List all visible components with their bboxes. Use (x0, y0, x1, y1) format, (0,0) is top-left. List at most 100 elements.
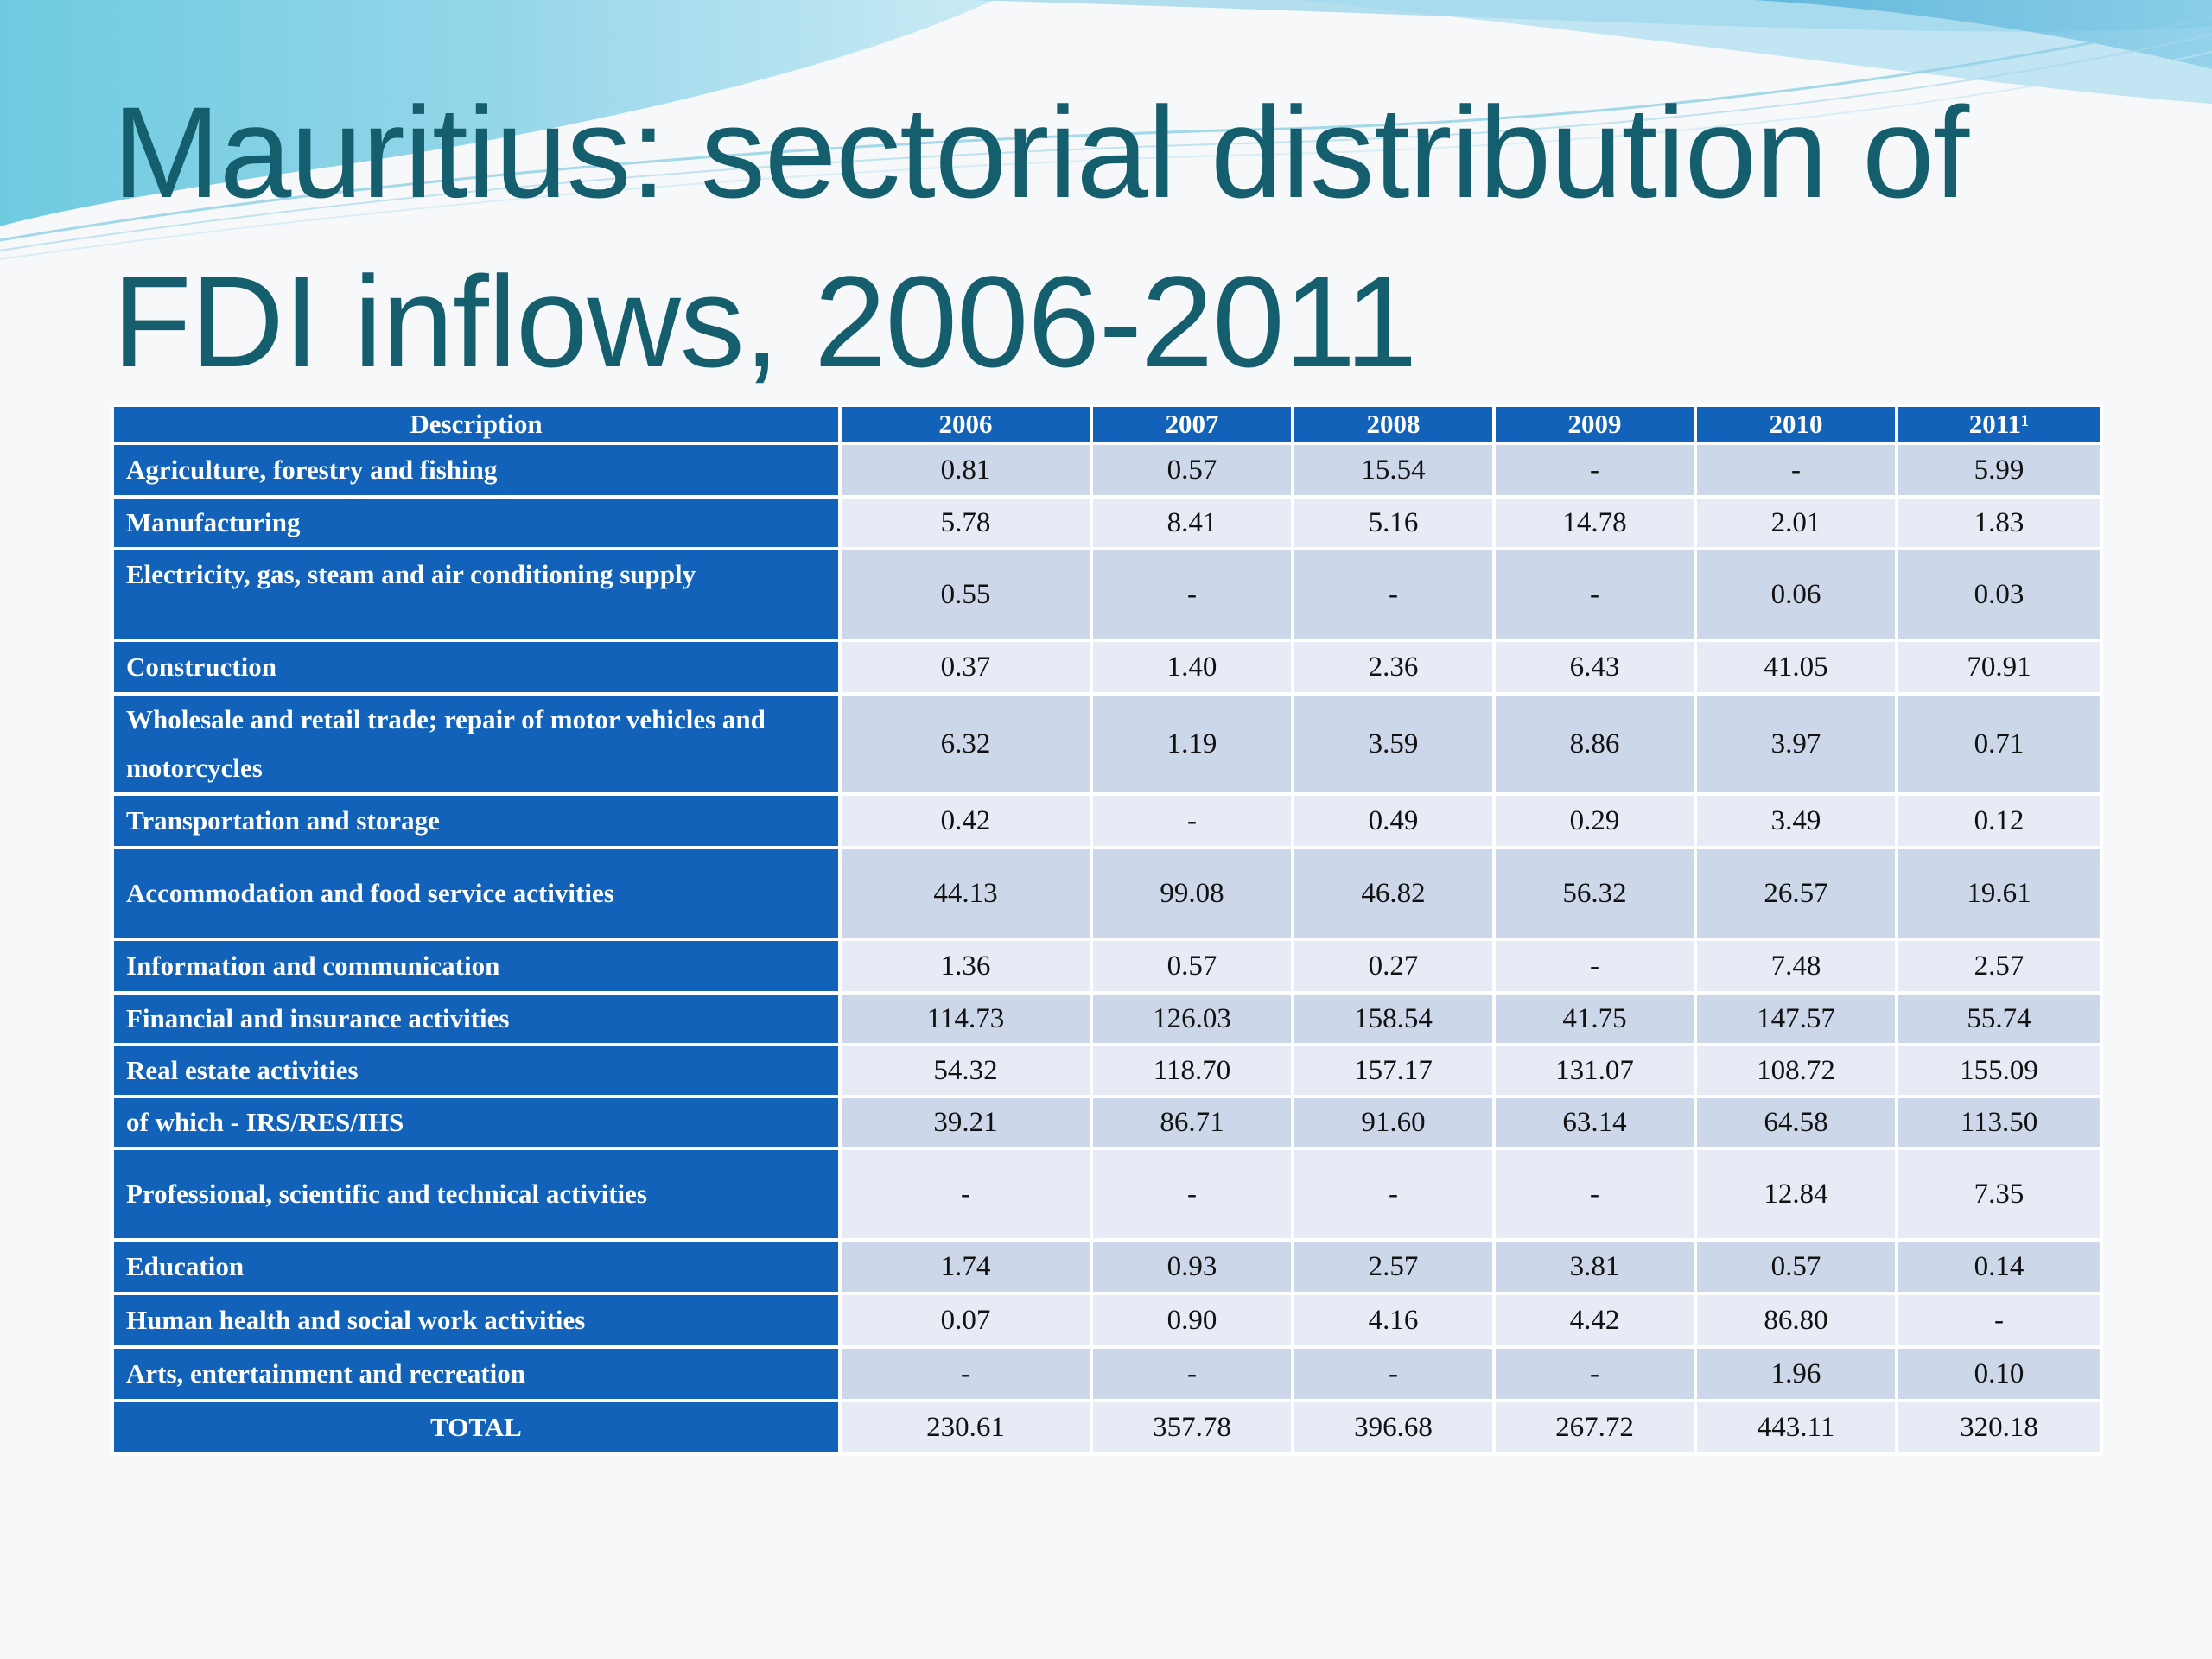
cell-value: 0.55 (838, 547, 1093, 642)
total-value: 396.68 (1291, 1399, 1496, 1456)
cell-value: 0.03 (1895, 547, 2103, 642)
cell-value: 39.21 (838, 1095, 1093, 1150)
header-row: Description 2006 2007 2008 2009 2010 201… (111, 404, 2103, 445)
cell-value: 158.54 (1291, 991, 1496, 1046)
cell-value: 3.81 (1492, 1238, 1697, 1295)
header-year-2009: 2009 (1492, 404, 1697, 445)
cell-value: 2.36 (1291, 639, 1496, 696)
cell-value: 8.41 (1090, 495, 1294, 550)
row-label: Construction (111, 639, 842, 696)
cell-value: 4.42 (1492, 1292, 1697, 1349)
cell-value: 1.40 (1090, 639, 1294, 696)
cell-value: 2.01 (1694, 495, 1898, 550)
cell-value: - (1492, 938, 1697, 995)
cell-value: - (1694, 442, 1898, 499)
cell-value: 4.16 (1291, 1292, 1496, 1349)
cell-value: 0.27 (1291, 938, 1496, 995)
cell-value: - (1291, 547, 1496, 642)
cell-value: 0.14 (1895, 1238, 2103, 1295)
cell-value: 0.42 (838, 792, 1093, 849)
cell-value: 41.75 (1492, 991, 1697, 1046)
cell-value: 14.78 (1492, 495, 1697, 550)
row-label: Arts, entertainment and recreation (111, 1345, 842, 1402)
header-year-2008: 2008 (1291, 404, 1496, 445)
cell-value: 0.49 (1291, 792, 1496, 849)
header-year-2011: 2011¹ (1895, 404, 2103, 445)
row-label: Real estate activities (111, 1043, 842, 1098)
cell-value: 15.54 (1291, 442, 1496, 499)
cell-value: 7.35 (1895, 1147, 2103, 1242)
row-label: Transportation and storage (111, 792, 842, 849)
cell-value: 0.90 (1090, 1292, 1294, 1349)
cell-value: 46.82 (1291, 846, 1496, 941)
header-year-2006: 2006 (838, 404, 1093, 445)
row-label: Education (111, 1238, 842, 1295)
cell-value: 0.81 (838, 442, 1093, 499)
cell-value: 0.57 (1090, 938, 1294, 995)
table-row: Wholesale and retail trade; repair of mo… (111, 692, 2103, 796)
slide-title-line-1: Mauritius: sectorial distribution of (112, 79, 1969, 225)
cell-value: 1.83 (1895, 495, 2103, 550)
cell-value: - (1291, 1345, 1496, 1402)
cell-value: - (838, 1345, 1093, 1402)
cell-value: 157.17 (1291, 1043, 1496, 1098)
cell-value: 5.99 (1895, 442, 2103, 499)
cell-value: 0.10 (1895, 1345, 2103, 1402)
total-row: TOTAL 230.61 357.78 396.68 267.72 443.11… (111, 1399, 2103, 1456)
cell-value: - (1492, 442, 1697, 499)
cell-value: 2.57 (1895, 938, 2103, 995)
cell-value: 1.19 (1090, 692, 1294, 796)
header-description: Description (111, 404, 842, 445)
table-row: Transportation and storage 0.42 - 0.49 0… (111, 792, 2103, 849)
cell-value: - (1291, 1147, 1496, 1242)
cell-value: - (1492, 1345, 1697, 1402)
row-label: Electricity, gas, steam and air conditio… (111, 547, 842, 642)
row-label: Financial and insurance activities (111, 991, 842, 1046)
cell-value: 5.16 (1291, 495, 1496, 550)
table-row: Real estate activities 54.32 118.70 157.… (111, 1043, 2103, 1098)
cell-value: 0.37 (838, 639, 1093, 696)
slide-title-line-2: FDI inflows, 2006-2011 (112, 249, 1417, 394)
total-value: 320.18 (1895, 1399, 2103, 1456)
cell-value: 0.06 (1694, 547, 1898, 642)
cell-value: 19.61 (1895, 846, 2103, 941)
cell-value: 91.60 (1291, 1095, 1496, 1150)
total-value: 267.72 (1492, 1399, 1697, 1456)
row-label: of which - IRS/RES/IHS (111, 1095, 842, 1150)
table-row: Human health and social work activities … (111, 1292, 2103, 1349)
cell-value: 99.08 (1090, 846, 1294, 941)
cell-value: 1.96 (1694, 1345, 1898, 1402)
slide-title: Mauritius: sectorial distribution of FDI… (112, 67, 2169, 406)
table-row: Accommodation and food service activitie… (111, 846, 2103, 941)
cell-value: 26.57 (1694, 846, 1898, 941)
table-row: Arts, entertainment and recreation - - -… (111, 1345, 2103, 1402)
cell-value: 54.32 (838, 1043, 1093, 1098)
cell-value: - (1090, 792, 1294, 849)
cell-value: 12.84 (1694, 1147, 1898, 1242)
cell-value: 55.74 (1895, 991, 2103, 1046)
total-label: TOTAL (111, 1399, 842, 1456)
table-row: Manufacturing 5.78 8.41 5.16 14.78 2.01 … (111, 495, 2103, 550)
row-label: Wholesale and retail trade; repair of mo… (111, 692, 842, 796)
total-value: 357.78 (1090, 1399, 1294, 1456)
cell-value: - (1492, 1147, 1697, 1242)
cell-value: 3.59 (1291, 692, 1496, 796)
cell-value: 0.29 (1492, 792, 1697, 849)
row-label: Professional, scientific and technical a… (111, 1147, 842, 1242)
header-year-2010: 2010 (1694, 404, 1898, 445)
total-value: 443.11 (1694, 1399, 1898, 1456)
cell-value: 6.32 (838, 692, 1093, 796)
cell-value: 44.13 (838, 846, 1093, 941)
cell-value: 5.78 (838, 495, 1093, 550)
cell-value: 0.07 (838, 1292, 1093, 1349)
cell-value: - (1090, 1147, 1294, 1242)
cell-value: 0.12 (1895, 792, 2103, 849)
row-label: Agriculture, forestry and fishing (111, 442, 842, 499)
table-row: Education 1.74 0.93 2.57 3.81 0.57 0.14 (111, 1238, 2103, 1295)
cell-value: 147.57 (1694, 991, 1898, 1046)
cell-value: 41.05 (1694, 639, 1898, 696)
table-row: Professional, scientific and technical a… (111, 1147, 2103, 1242)
cell-value: - (1492, 547, 1697, 642)
cell-value: - (1090, 1345, 1294, 1402)
cell-value: 7.48 (1694, 938, 1898, 995)
